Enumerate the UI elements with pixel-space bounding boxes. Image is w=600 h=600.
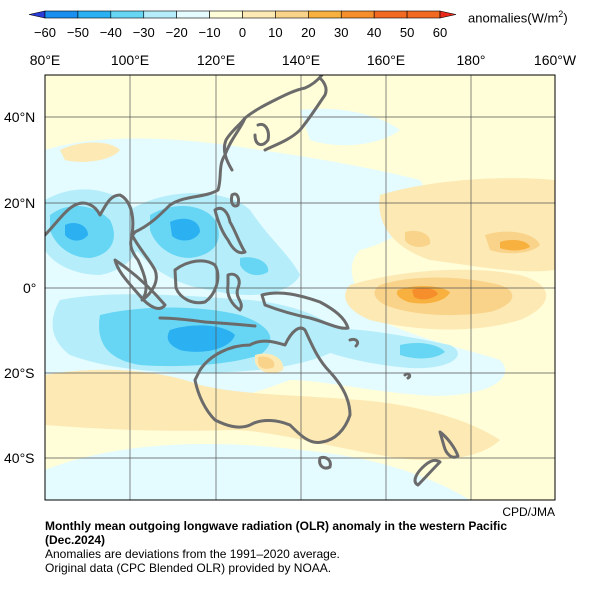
coastlines — [45, 75, 460, 487]
lat-label-40s: 40°S — [4, 450, 35, 466]
anomaly-red-orange — [412, 287, 438, 300]
colorbar-tick-label: 40 — [366, 25, 382, 40]
colorbar-tick-label: 10 — [268, 25, 283, 40]
lon-label-100e: 100°E — [110, 52, 150, 68]
colorbar-tick-label: −30 — [132, 25, 155, 40]
caption-line4: Original data (CPC Blended OLR) provided… — [45, 561, 332, 575]
colorbar-tick-label: 50 — [399, 25, 415, 40]
colorbar-tick-label: −60 — [33, 25, 57, 40]
lat-label-0: 0° — [23, 280, 37, 296]
caption-title-line2: (Dec.2024) — [45, 533, 106, 547]
colorbar-tick-label: 20 — [301, 25, 316, 40]
colorbar-cell — [439, 10, 457, 19]
anomaly-blue — [65, 218, 235, 352]
colorbar — [28, 10, 457, 19]
lat-label-20n: 20°N — [4, 195, 36, 211]
caption-line3: Anomalies are deviations from the 1991–2… — [45, 547, 340, 561]
colorbar-tick-label: 30 — [334, 25, 349, 40]
lon-label-140e: 140°E — [281, 52, 321, 68]
lon-label-80e: 80°E — [29, 52, 61, 68]
lat-label-40n: 40°N — [4, 109, 36, 125]
map-frame — [44, 74, 556, 501]
lon-label-120e: 120°E — [196, 52, 236, 68]
figure-caption: Monthly mean outgoing longwave radiation… — [45, 519, 585, 575]
lat-label-20s: 20°S — [4, 365, 35, 381]
lon-label-180: 180° — [456, 52, 486, 68]
colorbar-tick-label: −20 — [165, 25, 188, 40]
credit-label: CPD/JMA — [502, 505, 555, 519]
colorbar-tick-label: −40 — [99, 25, 122, 40]
colorbar-tick-label: −50 — [66, 25, 89, 40]
lon-label-160w: 160°W — [533, 52, 577, 68]
graticule — [45, 75, 555, 500]
colorbar-units-label: anomalies(W/m2) — [468, 9, 568, 26]
colorbar-tick-label: 60 — [432, 25, 448, 40]
lon-label-160e: 160°E — [366, 52, 406, 68]
colorbar-tick-label: −10 — [198, 25, 221, 40]
caption-title-line1: Monthly mean outgoing longwave radiation… — [45, 519, 508, 533]
colorbar-tick-label: 0 — [238, 25, 247, 40]
